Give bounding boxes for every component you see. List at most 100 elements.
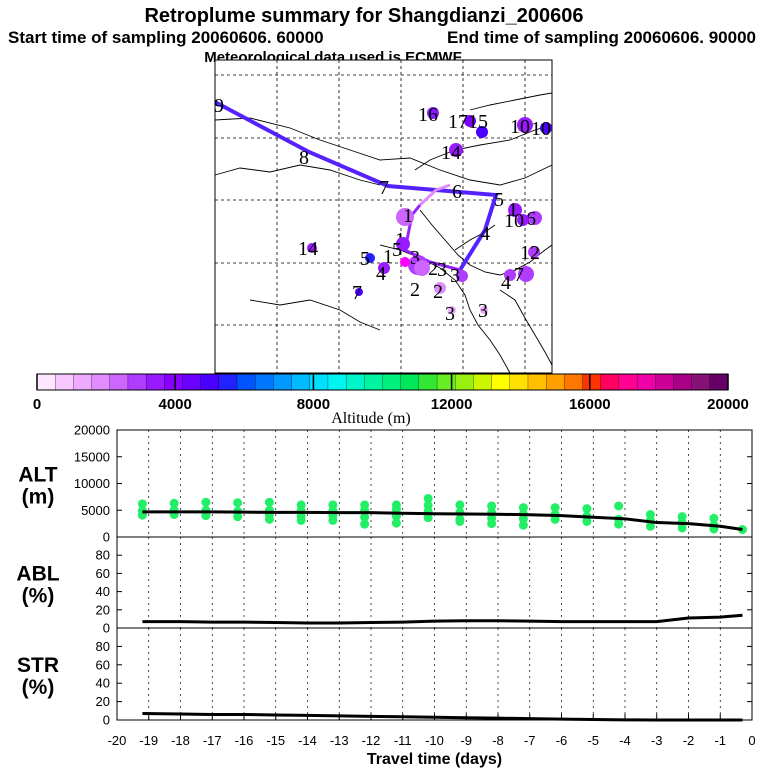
map-panel: 9 8 7 6 5 4 3 2 1 16 14 17 15 10 10 14 1	[214, 59, 553, 374]
travel-time-axis: -20 -19 -18 -17 -16 -15 -14 -13 -12 -11 -10 -9 -8 -7-…	[108, 714, 756, 768]
colorbar-swatch	[55, 373, 74, 391]
y-tick-label: 0	[103, 621, 110, 636]
y-tick-label: 5000	[81, 503, 110, 518]
cluster-dot	[396, 208, 414, 226]
alt-scatter-point	[360, 519, 370, 529]
colorbar-tick-label: 12000	[431, 396, 473, 413]
alt-scatter-point	[137, 499, 147, 509]
alt-scatter-point	[201, 497, 211, 507]
track-label-7: 7	[379, 177, 389, 199]
cluster-label: 7	[352, 282, 362, 304]
x-axis-title: Travel time (days)	[367, 751, 502, 768]
colorbar-swatch	[364, 373, 384, 391]
cluster-label: 2	[428, 258, 438, 280]
cluster-label: 6	[526, 208, 536, 230]
alt-scatter-point	[518, 503, 528, 513]
colorbar-swatch	[236, 373, 256, 391]
colorbar-swatch	[455, 373, 474, 391]
y-tick-label: 80	[96, 639, 110, 654]
cluster-label: 4	[501, 272, 511, 294]
cluster-label: 2	[433, 281, 443, 303]
colorbar-swatch	[564, 373, 584, 391]
y-tick-label: 20000	[74, 423, 110, 438]
cluster-label: 17	[448, 111, 468, 133]
colorbar-tick-label: 4000	[159, 396, 192, 413]
panel-ylabel-line2: (%)	[22, 676, 55, 699]
colorbar-swatch	[691, 373, 711, 391]
abl-panel: 0 20 40 60 80 ABL(%)	[16, 536, 753, 636]
alt-scatter-point	[677, 523, 687, 533]
cluster-label: 3	[478, 300, 488, 322]
alt-scatter-point	[360, 512, 370, 522]
colorbar-swatch	[473, 373, 493, 391]
x-tick-label: -2	[683, 733, 695, 748]
track-label-3: 3	[437, 259, 447, 281]
x-tick-label: -17	[203, 733, 222, 748]
cluster-label: 1	[383, 246, 393, 268]
end-time-label: End time of sampling 20060606. 90000	[447, 28, 756, 47]
cluster-dot	[456, 270, 468, 282]
alt-scatter-point	[645, 521, 655, 531]
y-tick-label: 60	[96, 566, 110, 581]
panel-ylabel-line2: (%)	[22, 585, 55, 608]
cluster-label: 5	[392, 239, 402, 261]
track-label-6: 6	[452, 181, 462, 203]
cluster-dot	[378, 262, 390, 274]
cluster-label: 15	[468, 111, 488, 133]
alt-scatter-point	[264, 497, 274, 507]
panel-ylabel-line1: ALT	[18, 464, 57, 487]
alt-scatter-point	[455, 500, 465, 510]
alt-median-line	[142, 510, 743, 531]
map-frame	[214, 59, 553, 374]
x-tick-label: -15	[266, 733, 285, 748]
colorbar-swatch	[400, 373, 420, 391]
y-tick-label: 80	[96, 548, 110, 563]
cluster-label: 1	[508, 199, 518, 221]
cluster-label: 1	[403, 205, 413, 227]
cluster-label: 3	[445, 303, 455, 325]
colorbar-swatch	[436, 373, 456, 391]
cluster-label: 10	[531, 118, 551, 140]
colorbar-swatch	[546, 373, 565, 391]
cluster-label: 3	[410, 247, 420, 269]
x-tick-label: -5	[587, 733, 599, 748]
cluster-dot	[508, 203, 522, 217]
alt-scatter-point	[709, 513, 719, 523]
cluster-dot	[464, 115, 476, 127]
colorbar-swatch	[527, 373, 547, 391]
y-tick-label: 15000	[74, 449, 110, 464]
alt-scatter-point	[296, 515, 306, 525]
alt-scatter-point	[455, 516, 465, 526]
alt-scatter-point	[550, 503, 560, 513]
cluster-label: 14	[441, 142, 461, 164]
track-label-8: 8	[299, 147, 309, 169]
alt-scatter-point	[614, 501, 624, 511]
alt-scatter-point	[233, 498, 243, 508]
cluster-dot	[528, 246, 540, 258]
cluster-label: 10	[504, 210, 524, 232]
colorbar-swatch	[673, 373, 693, 391]
track-label-5: 5	[494, 189, 504, 211]
x-tick-label: -14	[298, 733, 317, 748]
cluster-dot	[504, 269, 516, 281]
colorbar-swatch	[91, 373, 111, 391]
x-tick-label: -7	[524, 733, 536, 748]
alt-scatter-point	[487, 519, 497, 529]
plume-clusters: 16 14 17 15 10 10 14 1 6 1 10 12	[298, 104, 552, 325]
abl-line	[142, 613, 743, 625]
colorbar-tick-label: 16000	[569, 396, 611, 413]
colorbar-swatch	[509, 373, 529, 391]
x-tick-label: -10	[425, 733, 444, 748]
alt-scatter-point	[391, 518, 401, 528]
colorbar: 0 4000 8000 12000 16000 20000 Altitude (m)	[33, 373, 749, 427]
cluster-label: 10	[510, 116, 530, 138]
colorbar-swatch	[145, 373, 165, 391]
colorbar-swatches	[36, 373, 729, 391]
colorbar-swatch	[418, 373, 438, 391]
x-tick-label: -4	[619, 733, 631, 748]
panel-ylabel-line1: STR	[17, 654, 59, 677]
colorbar-tick-label: 20000	[707, 396, 749, 413]
cluster-dot	[427, 107, 439, 119]
cluster-dot	[517, 117, 533, 133]
